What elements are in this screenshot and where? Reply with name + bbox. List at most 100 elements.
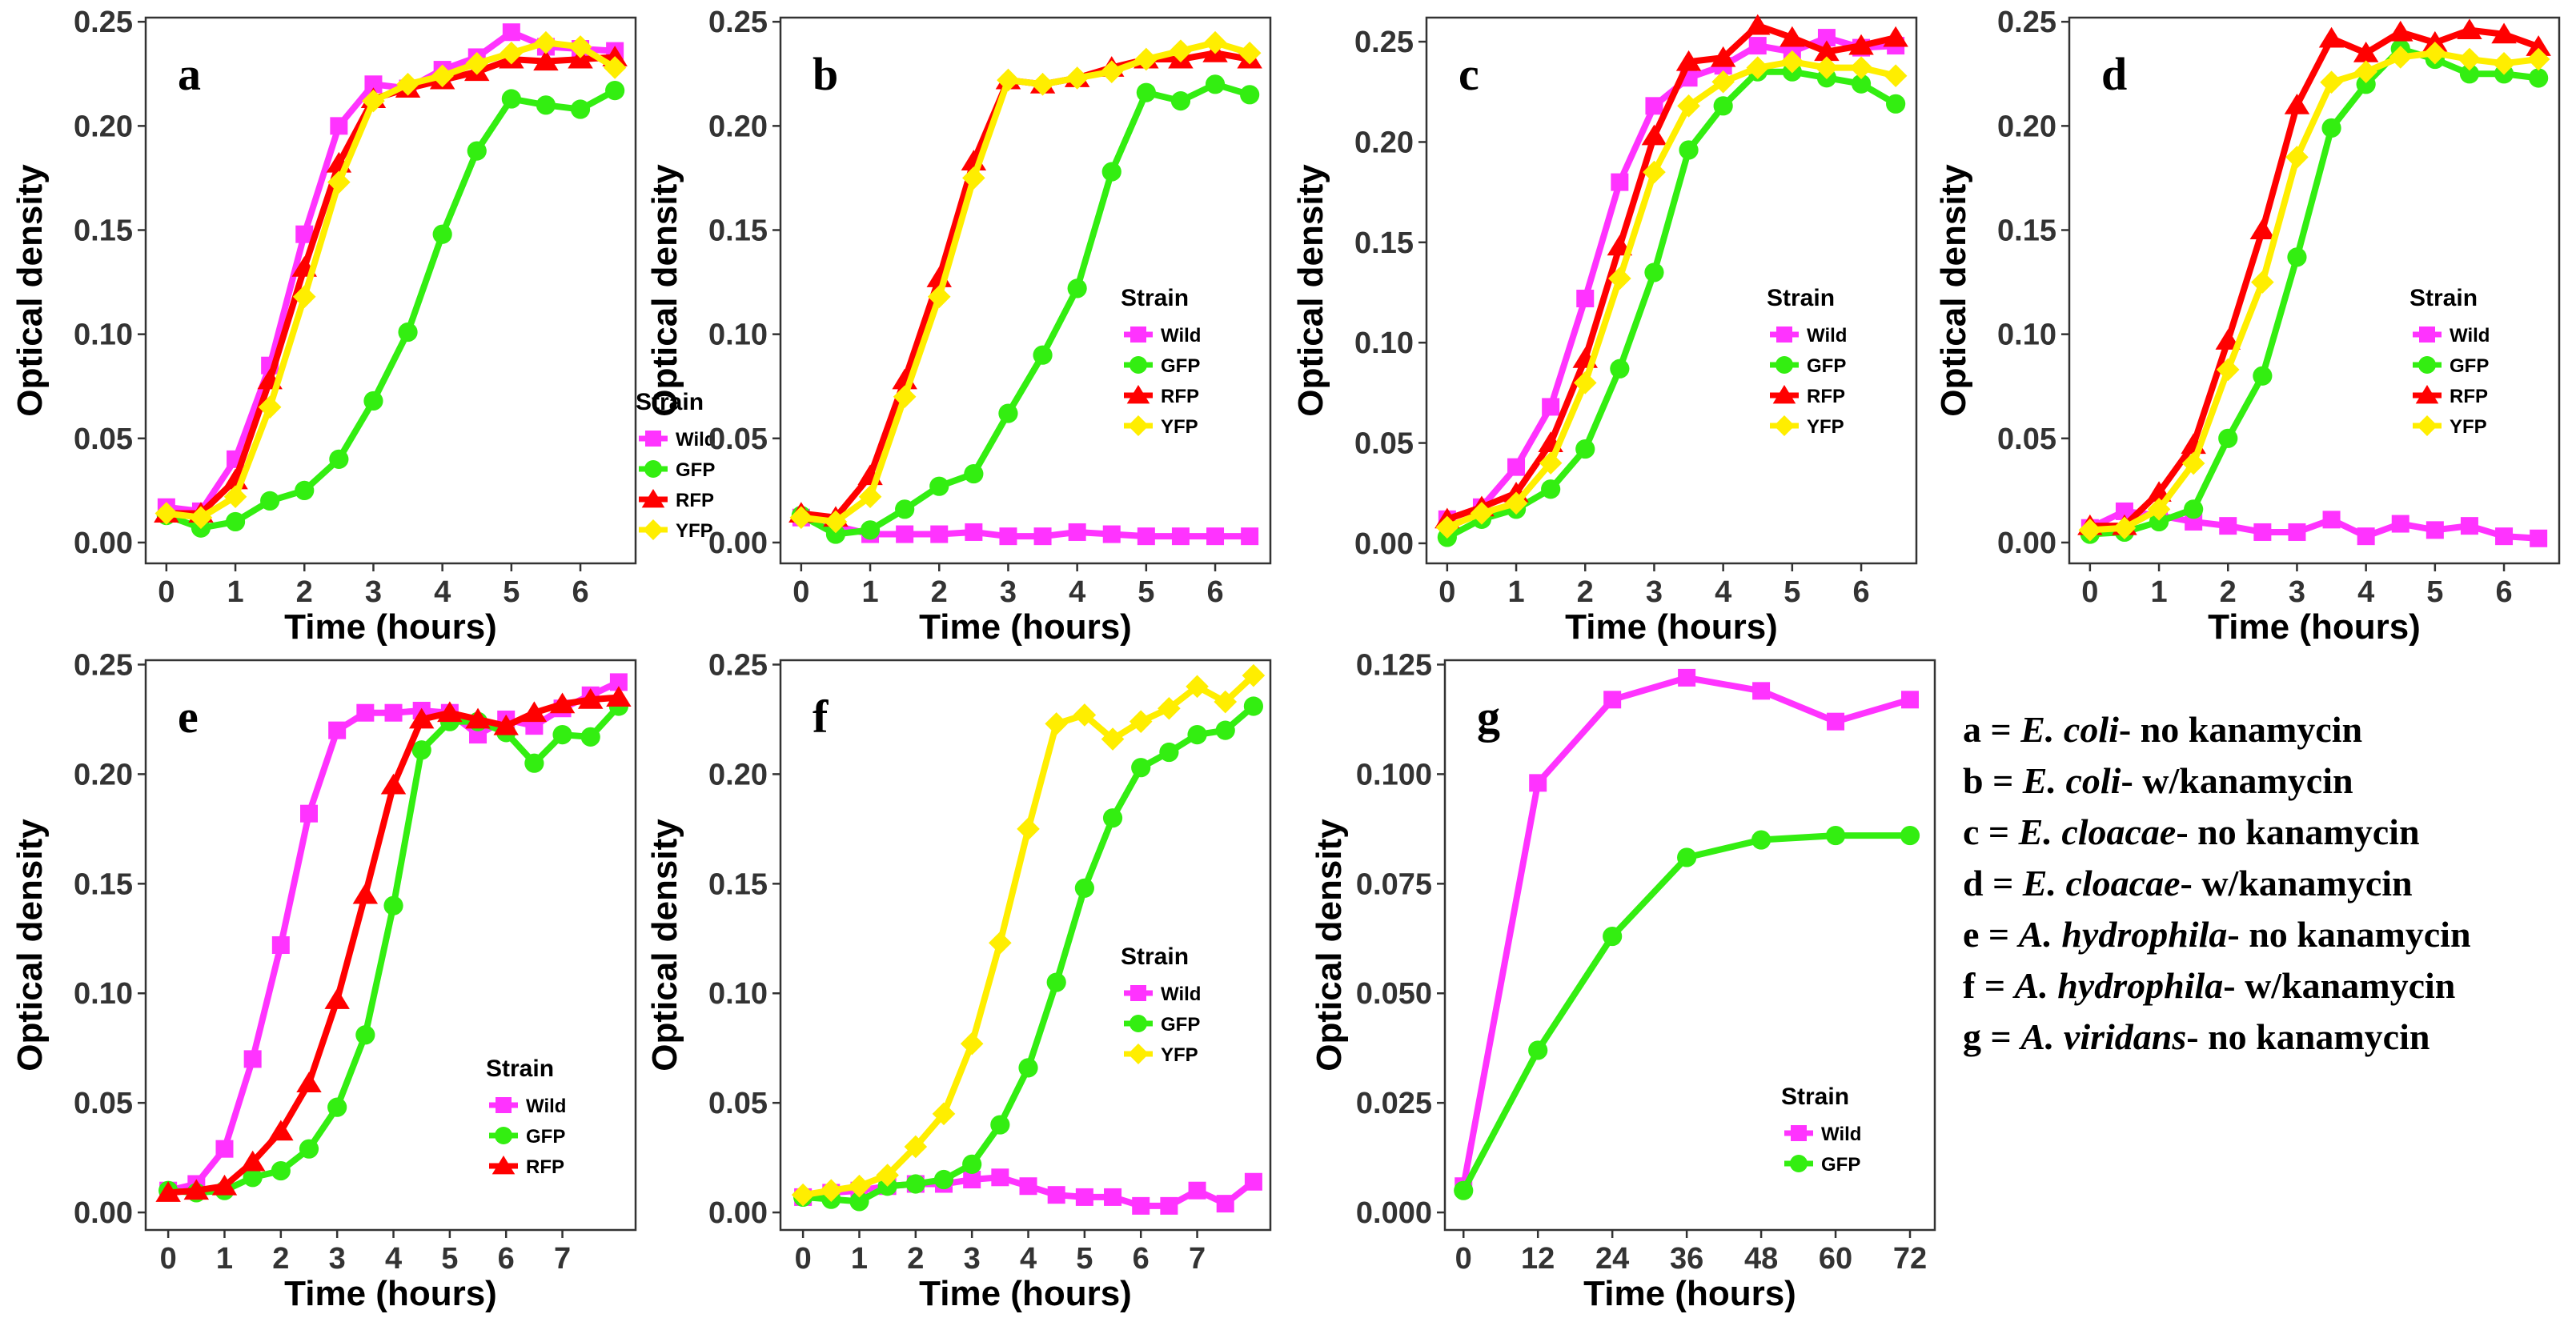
data-point-rfp [408,707,435,729]
data-point-gfp [1713,96,1733,116]
data-point-yfp [396,72,419,96]
data-point-yfp [848,1174,871,1198]
data-point-yfp [292,285,316,309]
key-letter: b = [1963,760,2023,801]
y-tick-label: 0.15 [74,214,133,248]
legend-marker-rfp [1772,385,1796,404]
data-point-gfp [432,224,452,244]
data-point-rfp [2353,41,2379,62]
legend: Strain Wild GFP RFP YFP [636,389,716,542]
data-point-yfp [1101,727,1125,751]
data-point-gfp [1541,479,1561,499]
y-tick-label: 0.15 [708,867,768,901]
x-tick-label: 1 [861,575,878,609]
data-point-rfp [1675,50,1702,71]
legend-marker-wild [496,1097,512,1113]
data-point-wild [384,703,403,722]
data-point-wild [2253,523,2272,541]
x-axis-title: Time (hours) [1565,607,1778,647]
legend: Strain Wild GFP YFP [1121,943,1201,1066]
legend-marker-rfp [1126,385,1150,404]
x-tick-label: 0 [160,1242,177,1276]
data-point-wild [328,721,347,739]
key-organism: A. hydrophila [2018,914,2228,955]
series-rfp [155,686,632,1202]
data-point-yfp [1711,70,1735,94]
data-point-wild [2530,529,2548,547]
data-point-rfp [1814,40,1840,62]
panel-c: 0.00 0.05 0.10 0.15 0.20 0.25 0 1 2 3 4 5 6 Time (hou… [1291,14,1918,647]
legend: Strain Wild GFP [1781,1084,1861,1176]
data-point-wild [215,1140,234,1158]
key-letter: a = [1963,709,2021,750]
key-condition: - w/kanamycin [2121,760,2353,801]
data-point-rfp [268,1120,294,1141]
x-tick-label: 4 [2357,575,2374,609]
y-axis-title: Optical density [10,164,50,417]
data-point-rfp [1710,46,1736,67]
legend-label: RFP [676,490,714,511]
data-point-yfp [1238,41,1262,65]
y-tick-label: 0.20 [708,758,768,791]
legend-title: Strain [486,1056,554,1082]
data-point-gfp [355,1025,375,1045]
data-point-yfp [1186,675,1209,699]
legend: Strain Wild GFP RFP [486,1056,566,1178]
data-point-rfp [606,686,632,707]
legend-label: YFP [2450,416,2487,438]
legend-label: GFP [1161,355,1200,377]
data-point-yfp [465,51,489,75]
x-tick-label: 0 [792,575,809,609]
data-point-gfp [1102,808,1123,828]
y-tick-label: 0.20 [1354,126,1414,159]
legend-title: Strain [1767,285,1835,311]
y-tick-label: 0.15 [74,867,133,901]
data-point-gfp [2149,511,2169,532]
data-point-wild [1104,1188,1122,1206]
data-point-wild [1529,774,1547,792]
series-yfp [789,30,1262,534]
data-point-gfp [1900,825,1920,846]
y-tick-label: 0.10 [74,318,133,352]
data-point-wild [1748,37,1767,55]
key-organism: A. viridans [2020,1016,2187,1057]
key-letter: c = [1963,811,2019,852]
data-point-wild [1611,173,1629,191]
data-point-wild [1019,1177,1037,1196]
data-point-rfp [521,701,548,723]
data-point-yfp [1017,817,1040,841]
data-point-yfp [1100,60,1124,83]
legend-label: Wild [676,429,716,451]
data-point-gfp [933,1169,954,1190]
data-point-rfp [352,883,379,904]
data-point-yfp [789,506,813,530]
data-point-gfp [1851,74,1872,94]
y-tick-label: 0.05 [74,423,133,456]
panel-letter: g [1477,691,1500,743]
data-point-yfp [893,385,917,409]
legend-label: Wild [1161,983,1201,1005]
legend-label: GFP [1807,355,1846,377]
y-tick-label: 0.00 [1997,527,2056,560]
data-point-yfp [2354,60,2377,83]
data-point-gfp [998,403,1018,423]
legend-label: RFP [1807,386,1845,407]
data-point-yfp [2181,451,2205,475]
data-point-yfp [603,56,627,79]
x-tick-label: 12 [1521,1242,1555,1276]
x-tick-label: 2 [931,575,948,609]
x-axis-title: Time (hours) [919,1274,1132,1313]
x-tick-label: 0 [1438,575,1455,609]
y-tick-label: 0.00 [74,527,133,560]
legend-label: GFP [1821,1154,1860,1176]
y-tick-label: 0.10 [74,977,133,1011]
y-tick-label: 0.25 [708,6,768,39]
panel-key: a = E. coli- no kanamycin b = E. coli- w/… [1963,704,2471,1063]
data-point-wild [930,525,949,543]
data-point-gfp [1575,439,1595,459]
y-tick-label: 0.025 [1356,1087,1432,1120]
series-yfp [2078,41,2550,542]
data-point-gfp [1886,94,1906,114]
data-point-gfp [1215,720,1235,740]
x-tick-label: 5 [1784,575,1800,609]
